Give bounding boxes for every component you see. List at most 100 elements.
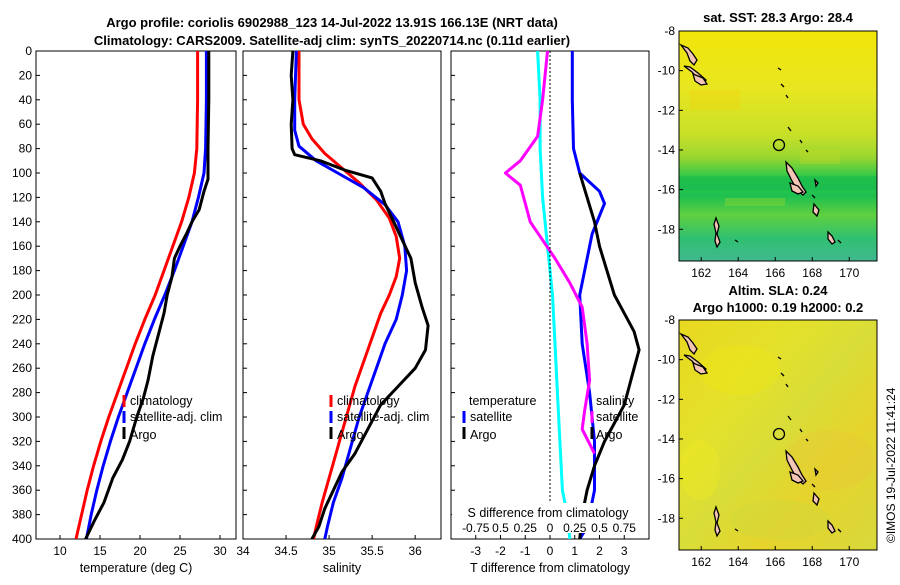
header-line-2: Climatology: CARS2009. Satellite-adj cli… (94, 33, 570, 48)
sst-map (679, 31, 877, 261)
legend-sal-argo: Argo (596, 428, 622, 442)
y-tick-label: 80 (19, 142, 33, 156)
y-tick-label: 120 (12, 190, 32, 204)
x-tick-label: 2 (596, 544, 603, 558)
secondary-tick-label: 0.5 (492, 521, 509, 535)
sst-map-title: sat. SST: 28.3 Argo: 28.4 (703, 10, 854, 25)
series-salinity-argo (578, 172, 641, 539)
x-tick-label: 30 (213, 544, 227, 558)
x-tick-label: 1 (571, 544, 578, 558)
s-difference-label-bg (452, 503, 648, 533)
y-tick-label: 220 (12, 312, 32, 326)
map-y-tick-label: -16 (658, 472, 676, 486)
map-x-tick-label: 166 (765, 555, 785, 569)
series-argo (84, 51, 211, 539)
series-temperature-argo (570, 51, 606, 539)
series-climatology (297, 51, 402, 539)
salinity-axis-label: salinity (323, 561, 362, 575)
map-x-tick-label: 168 (802, 266, 822, 280)
x-tick-label: -3 (470, 544, 481, 558)
map-y-tick-label: -8 (664, 24, 675, 38)
map-x-tick-label: 170 (839, 266, 859, 280)
imos-credit: ©IMOS 19-Jul-2022 11:41:24 (884, 387, 898, 543)
x-tick-label: 15 (93, 544, 107, 558)
header-line-1: Argo profile: coriolis 6902988_123 14-Ju… (106, 15, 558, 30)
y-tick-label: 400 (12, 532, 32, 546)
legend-argo: Argo (130, 428, 156, 442)
salinity-legend: climatology satellite-adj. clim Argo (329, 394, 429, 442)
y-tick-label: 280 (12, 386, 32, 400)
x-tick-label: 0 (547, 544, 554, 558)
map-x-tick-label: 164 (728, 266, 748, 280)
y-tick-label: 100 (12, 166, 32, 180)
map-x-tick-label: 164 (728, 555, 748, 569)
x-tick-label: 35.5 (360, 544, 384, 558)
map-y-tick-label: -8 (664, 313, 675, 327)
legend-argo: Argo (337, 428, 363, 442)
secondary-tick-label: 0 (547, 521, 554, 535)
map-x-tick-label: 162 (691, 555, 711, 569)
y-tick-label: 320 (12, 434, 32, 448)
series-satellite-adj-clim (84, 51, 208, 539)
sla-map-title-1: Altim. SLA: 0.24 (729, 283, 829, 298)
secondary-tick-label: -0.75 (462, 521, 490, 535)
secondary-tick-label: 0.25 (563, 521, 587, 535)
y-tick-label: 200 (12, 288, 32, 302)
x-tick-label: 34.5 (274, 544, 298, 558)
sla-map (679, 320, 877, 550)
y-tick-label: 240 (12, 337, 32, 351)
sla-map-title-2: Argo h1000: 0.19 h2000: 0.2 (693, 300, 864, 315)
y-tick-label: 40 (19, 93, 33, 107)
map-y-tick-label: -10 (658, 353, 676, 367)
legend-climatology: climatology (337, 394, 400, 408)
legend-sal-satellite: satellite (596, 410, 638, 424)
t-difference-axis-label: T difference from climatology (470, 561, 631, 575)
y-tick-label: 20 (19, 68, 33, 82)
x-tick-label: -1 (520, 544, 531, 558)
argo-position-marker (772, 427, 786, 441)
difference-legend-right: salinity satellite Argo (590, 394, 638, 442)
map-y-tick-label: -12 (658, 103, 676, 117)
map-y-tick-label: -10 (658, 64, 676, 78)
legend-satellite-adj: satellite-adj. clim (337, 410, 429, 424)
temperature-legend: climatology satellite-adj. clim Argo (122, 394, 222, 442)
series-salinity-satellite (503, 51, 596, 455)
x-tick-label: 10 (53, 544, 67, 558)
legend-salinity-title: salinity (596, 394, 635, 408)
x-tick-label: -2 (495, 544, 506, 558)
y-tick-label: 180 (12, 264, 32, 278)
map-y-tick-label: -16 (658, 183, 676, 197)
map-y-tick-label: -18 (658, 222, 676, 236)
temperature-panel (35, 50, 237, 540)
y-tick-label: 0 (25, 44, 32, 58)
map-x-tick-label: 170 (839, 555, 859, 569)
x-tick-label: 34 (236, 544, 250, 558)
x-tick-label: 35 (322, 544, 336, 558)
map-y-tick-label: -14 (658, 143, 676, 157)
secondary-tick-label: 0.5 (591, 521, 608, 535)
secondary-tick-label: 0.75 (613, 521, 637, 535)
series-satellite-adj-clim (293, 51, 409, 539)
map-x-tick-label: 166 (765, 266, 785, 280)
coastline-dots (734, 67, 842, 244)
legend-temperature-title: temperature (469, 394, 536, 408)
map-y-tick-label: -12 (658, 392, 676, 406)
x-tick-label: 25 (173, 544, 187, 558)
difference-legend-left: temperature satellite Argo (462, 394, 536, 442)
coastline-dots (734, 356, 842, 533)
y-tick-label: 160 (12, 239, 32, 253)
legend-temp-argo: Argo (470, 428, 496, 442)
s-difference-axis-label: S difference from climatology (468, 506, 630, 520)
map-x-tick-label: 162 (691, 266, 711, 280)
secondary-tick-label: 0.25 (514, 521, 538, 535)
y-tick-label: 140 (12, 215, 32, 229)
y-tick-label: 380 (12, 508, 32, 522)
legend-climatology: climatology (130, 394, 193, 408)
argo-position-marker (772, 138, 786, 152)
x-tick-label: 3 (621, 544, 628, 558)
coastline (679, 43, 836, 249)
y-tick-label: 300 (12, 410, 32, 424)
sst-map-frame (678, 30, 878, 262)
y-tick-label: 360 (12, 483, 32, 497)
